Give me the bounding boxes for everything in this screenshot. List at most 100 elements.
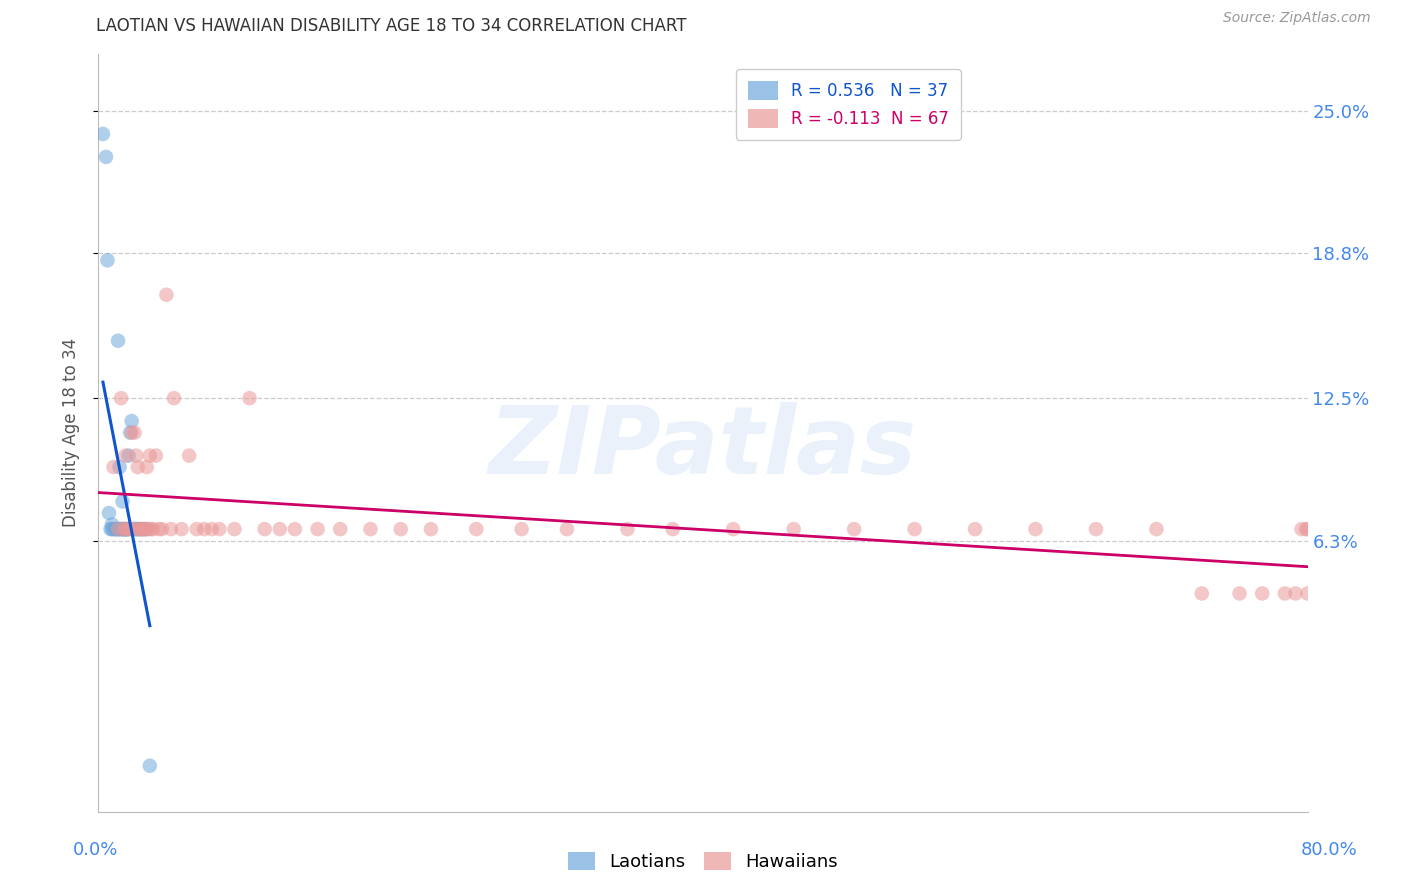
Point xyxy=(179,449,201,463)
Point xyxy=(1291,522,1313,536)
Point xyxy=(510,522,533,536)
Point xyxy=(170,522,193,536)
Point xyxy=(904,522,927,536)
Point xyxy=(389,522,412,536)
Point xyxy=(142,522,165,536)
Point xyxy=(239,391,262,405)
Point xyxy=(105,522,128,536)
Point xyxy=(110,391,132,405)
Point xyxy=(141,522,163,536)
Point xyxy=(115,522,138,536)
Point xyxy=(125,449,148,463)
Point xyxy=(118,449,141,463)
Text: 0.0%: 0.0% xyxy=(73,840,118,858)
Point xyxy=(112,522,135,536)
Legend: Laotians, Hawaiians: Laotians, Hawaiians xyxy=(561,845,845,879)
Point xyxy=(121,425,143,440)
Point xyxy=(193,522,215,536)
Point xyxy=(114,449,136,463)
Point xyxy=(965,522,987,536)
Point xyxy=(107,522,129,536)
Point xyxy=(160,522,183,536)
Point xyxy=(148,522,170,536)
Legend: R = 0.536   N = 37, R = -0.113  N = 67: R = 0.536 N = 37, R = -0.113 N = 67 xyxy=(737,70,960,140)
Point xyxy=(110,522,132,536)
Point xyxy=(616,522,638,536)
Text: ZIPatlas: ZIPatlas xyxy=(489,401,917,494)
Point xyxy=(139,758,162,772)
Point xyxy=(127,522,149,536)
Point xyxy=(284,522,307,536)
Point xyxy=(125,522,148,536)
Point xyxy=(1274,586,1296,600)
Point xyxy=(100,522,122,536)
Y-axis label: Disability Age 18 to 34: Disability Age 18 to 34 xyxy=(62,338,80,527)
Point xyxy=(115,522,138,536)
Point xyxy=(329,522,352,536)
Point xyxy=(107,334,129,348)
Point xyxy=(120,522,142,536)
Point xyxy=(1191,586,1213,600)
Point xyxy=(201,522,224,536)
Point xyxy=(124,425,146,440)
Point xyxy=(115,522,138,536)
Point xyxy=(103,522,125,536)
Point xyxy=(128,522,150,536)
Point xyxy=(96,253,118,268)
Point xyxy=(269,522,291,536)
Point xyxy=(1295,522,1317,536)
Point xyxy=(1229,586,1251,600)
Point xyxy=(127,460,149,475)
Point xyxy=(139,449,162,463)
Point xyxy=(118,522,141,536)
Point xyxy=(1251,586,1274,600)
Point xyxy=(1284,586,1306,600)
Point xyxy=(1085,522,1108,536)
Point xyxy=(150,522,173,536)
Point xyxy=(208,522,231,536)
Point xyxy=(723,522,745,536)
Point xyxy=(136,522,159,536)
Point xyxy=(555,522,578,536)
Point xyxy=(145,449,167,463)
Point xyxy=(253,522,276,536)
Point xyxy=(114,522,136,536)
Point xyxy=(224,522,246,536)
Point xyxy=(128,522,150,536)
Point xyxy=(112,522,135,536)
Point xyxy=(132,522,155,536)
Point xyxy=(101,517,124,532)
Point xyxy=(98,506,121,520)
Point xyxy=(108,522,131,536)
Point xyxy=(122,522,145,536)
Point xyxy=(135,522,157,536)
Point xyxy=(465,522,488,536)
Point xyxy=(122,522,145,536)
Point xyxy=(360,522,382,536)
Point xyxy=(105,522,128,536)
Point xyxy=(783,522,806,536)
Point xyxy=(155,287,177,301)
Point xyxy=(124,522,146,536)
Point xyxy=(91,127,114,141)
Text: LAOTIAN VS HAWAIIAN DISABILITY AGE 18 TO 34 CORRELATION CHART: LAOTIAN VS HAWAIIAN DISABILITY AGE 18 TO… xyxy=(96,17,686,35)
Point xyxy=(420,522,443,536)
Point xyxy=(129,522,152,536)
Point xyxy=(108,460,131,475)
Point xyxy=(1024,522,1046,536)
Point xyxy=(103,460,125,475)
Point xyxy=(112,522,135,536)
Point xyxy=(134,522,156,536)
Point xyxy=(94,150,117,164)
Text: Source: ZipAtlas.com: Source: ZipAtlas.com xyxy=(1223,12,1371,25)
Point xyxy=(129,522,152,536)
Point xyxy=(114,522,136,536)
Text: 80.0%: 80.0% xyxy=(1301,840,1357,858)
Point xyxy=(104,522,127,536)
Point xyxy=(121,414,143,428)
Point xyxy=(107,522,129,536)
Point xyxy=(111,522,134,536)
Point xyxy=(1144,522,1167,536)
Point xyxy=(131,522,153,536)
Point xyxy=(101,522,124,536)
